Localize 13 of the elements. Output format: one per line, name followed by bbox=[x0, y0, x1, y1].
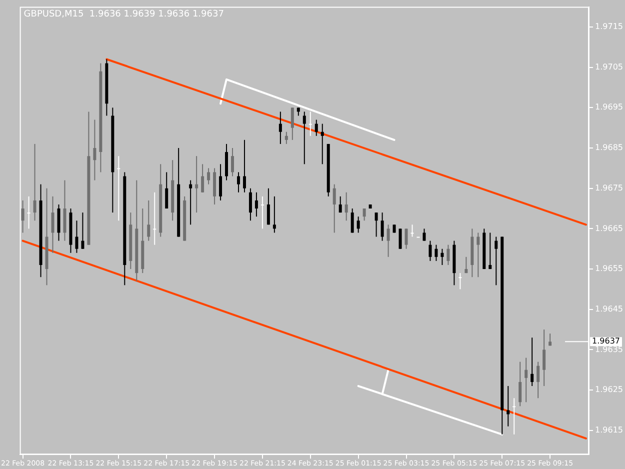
y-tick-label: 1.9635 bbox=[595, 344, 624, 354]
y-tick-label: 1.9715 bbox=[595, 22, 624, 32]
y-tick-label: 1.9685 bbox=[595, 143, 624, 152]
y-tick-label: 1.9705 bbox=[595, 62, 624, 72]
y-tick-label: 1.9695 bbox=[595, 102, 624, 112]
chart-title: GBPUSD,M15 1.9636 1.9639 1.9636 1.9637 bbox=[24, 10, 224, 20]
y-tick-label: 1.9645 bbox=[595, 304, 624, 314]
y-tick-label: 1.9655 bbox=[595, 264, 624, 274]
y-tick-label: 1.9615 bbox=[595, 425, 624, 434]
ref-line-label: 1.9637 bbox=[592, 336, 620, 346]
y-tick-label: 1.9625 bbox=[595, 385, 624, 394]
y-tick-label: 1.9675 bbox=[595, 183, 624, 192]
y-tick-label: 1.9665 bbox=[595, 224, 624, 233]
